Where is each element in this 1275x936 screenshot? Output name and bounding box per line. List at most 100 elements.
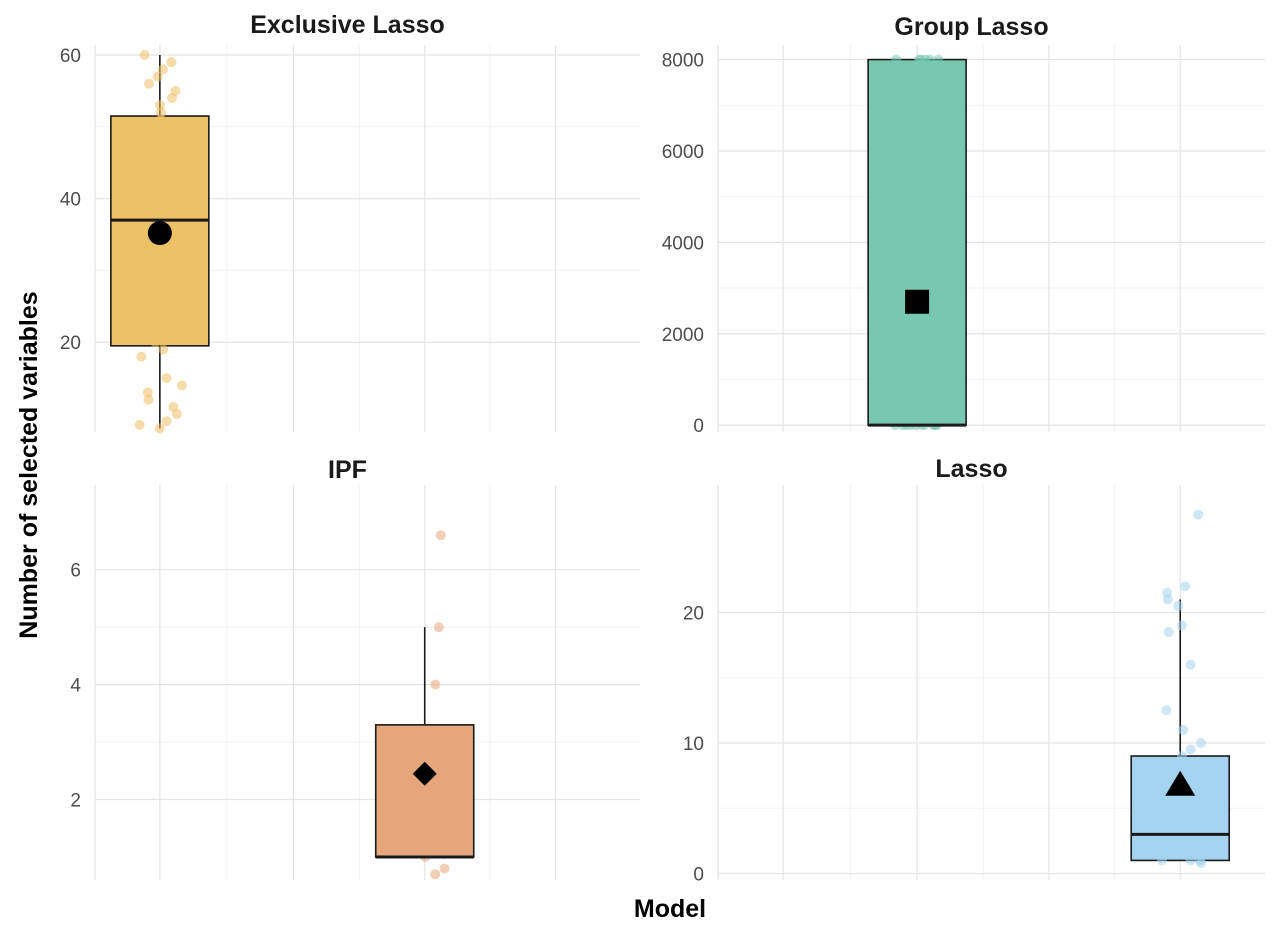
data-point	[138, 286, 149, 297]
data-point	[158, 344, 169, 355]
data-point	[155, 114, 166, 125]
data-point	[1171, 764, 1182, 775]
data-point	[414, 829, 425, 840]
data-point	[1176, 751, 1187, 762]
data-point	[433, 622, 444, 633]
y-tick-label: 40	[60, 190, 81, 211]
data-point	[161, 416, 172, 427]
data-point	[1180, 581, 1191, 592]
data-point	[176, 380, 187, 391]
data-point	[174, 294, 185, 305]
y-tick-label: 8000	[662, 51, 704, 72]
data-point	[131, 121, 142, 132]
data-point	[172, 207, 183, 218]
data-point	[1181, 835, 1192, 846]
data-point	[157, 322, 168, 333]
data-point	[152, 71, 163, 82]
data-point	[166, 93, 177, 104]
y-tick-label: 2000	[662, 325, 704, 346]
data-point	[1156, 855, 1167, 866]
data-point	[891, 54, 902, 65]
data-point	[141, 272, 152, 283]
y-tick-label: 20	[60, 333, 81, 354]
mean-marker-triangle	[1165, 770, 1196, 796]
data-point	[171, 409, 182, 420]
y-axis-title: Number of selected variables	[15, 291, 43, 638]
y-tick-label: 4000	[662, 233, 704, 254]
data-point	[150, 337, 161, 348]
panel-title: IPF	[328, 456, 367, 484]
y-tick-label: 6000	[662, 142, 704, 163]
y-tick-label: 60	[60, 46, 81, 67]
iqr-box	[867, 58, 967, 426]
data-point	[1185, 744, 1196, 755]
data-point	[142, 387, 153, 398]
panel-title: Exclusive Lasso	[250, 11, 445, 39]
data-point	[147, 315, 158, 326]
data-point	[435, 530, 446, 541]
data-point	[134, 419, 145, 430]
data-point	[136, 351, 147, 362]
data-point	[434, 748, 445, 759]
data-point	[430, 869, 441, 880]
data-point	[178, 193, 189, 204]
data-point	[1173, 600, 1184, 611]
data-point	[139, 301, 150, 312]
data-point	[1176, 620, 1187, 631]
y-tick-label: 0	[693, 864, 704, 885]
data-point	[1161, 705, 1172, 716]
y-tick-label: 10	[683, 734, 704, 755]
data-point	[164, 200, 175, 211]
data-point	[171, 150, 182, 161]
data-point	[166, 57, 177, 68]
data-point	[1191, 777, 1202, 788]
data-point	[1185, 855, 1196, 866]
data-point	[157, 64, 168, 75]
data-point	[143, 78, 154, 89]
data-point	[1195, 737, 1206, 748]
data-point	[430, 679, 441, 690]
y-tick-label: 20	[683, 603, 704, 624]
data-point	[151, 164, 162, 175]
data-point	[139, 50, 150, 60]
data-point	[155, 107, 166, 118]
data-point	[439, 863, 450, 874]
panel-title: Lasso	[935, 455, 1007, 483]
panel-2: 0 2000 4000 6000 8000 Group Lasso	[662, 13, 1265, 437]
y-tick-label: 4	[70, 676, 81, 697]
data-point	[914, 54, 925, 65]
data-point	[161, 373, 172, 384]
data-point	[1178, 724, 1189, 735]
data-point	[142, 179, 153, 190]
data-point	[150, 143, 161, 154]
data-point	[933, 54, 944, 65]
panel-title: Group Lasso	[894, 13, 1048, 41]
iqr-box	[374, 724, 475, 858]
x-axis-title: Model	[634, 895, 706, 923]
y-tick-label: 2	[70, 791, 81, 812]
y-tick-label: 0	[693, 416, 704, 437]
panel-4: 0 10 20 Lasso	[683, 455, 1265, 885]
data-point	[1196, 816, 1207, 827]
data-point	[1155, 803, 1166, 814]
data-point	[160, 136, 171, 147]
data-point	[175, 258, 186, 269]
data-point	[161, 243, 172, 254]
data-point	[1163, 627, 1174, 638]
data-point	[171, 222, 182, 233]
data-point	[154, 423, 165, 434]
data-point	[1193, 509, 1204, 520]
mean-marker-circle	[147, 221, 172, 246]
panel-1: 20 40 60 Exclusive Lasso	[60, 11, 640, 434]
data-point	[1185, 659, 1196, 670]
mean-marker-square	[905, 289, 930, 314]
y-tick-label: 6	[70, 561, 81, 582]
data-point	[132, 236, 143, 247]
data-point	[426, 840, 437, 851]
data-point	[1196, 858, 1207, 869]
data-point	[143, 394, 154, 405]
mean-marker-diamond	[412, 761, 437, 786]
panel-3: 2 4 6 IPF	[70, 456, 640, 880]
